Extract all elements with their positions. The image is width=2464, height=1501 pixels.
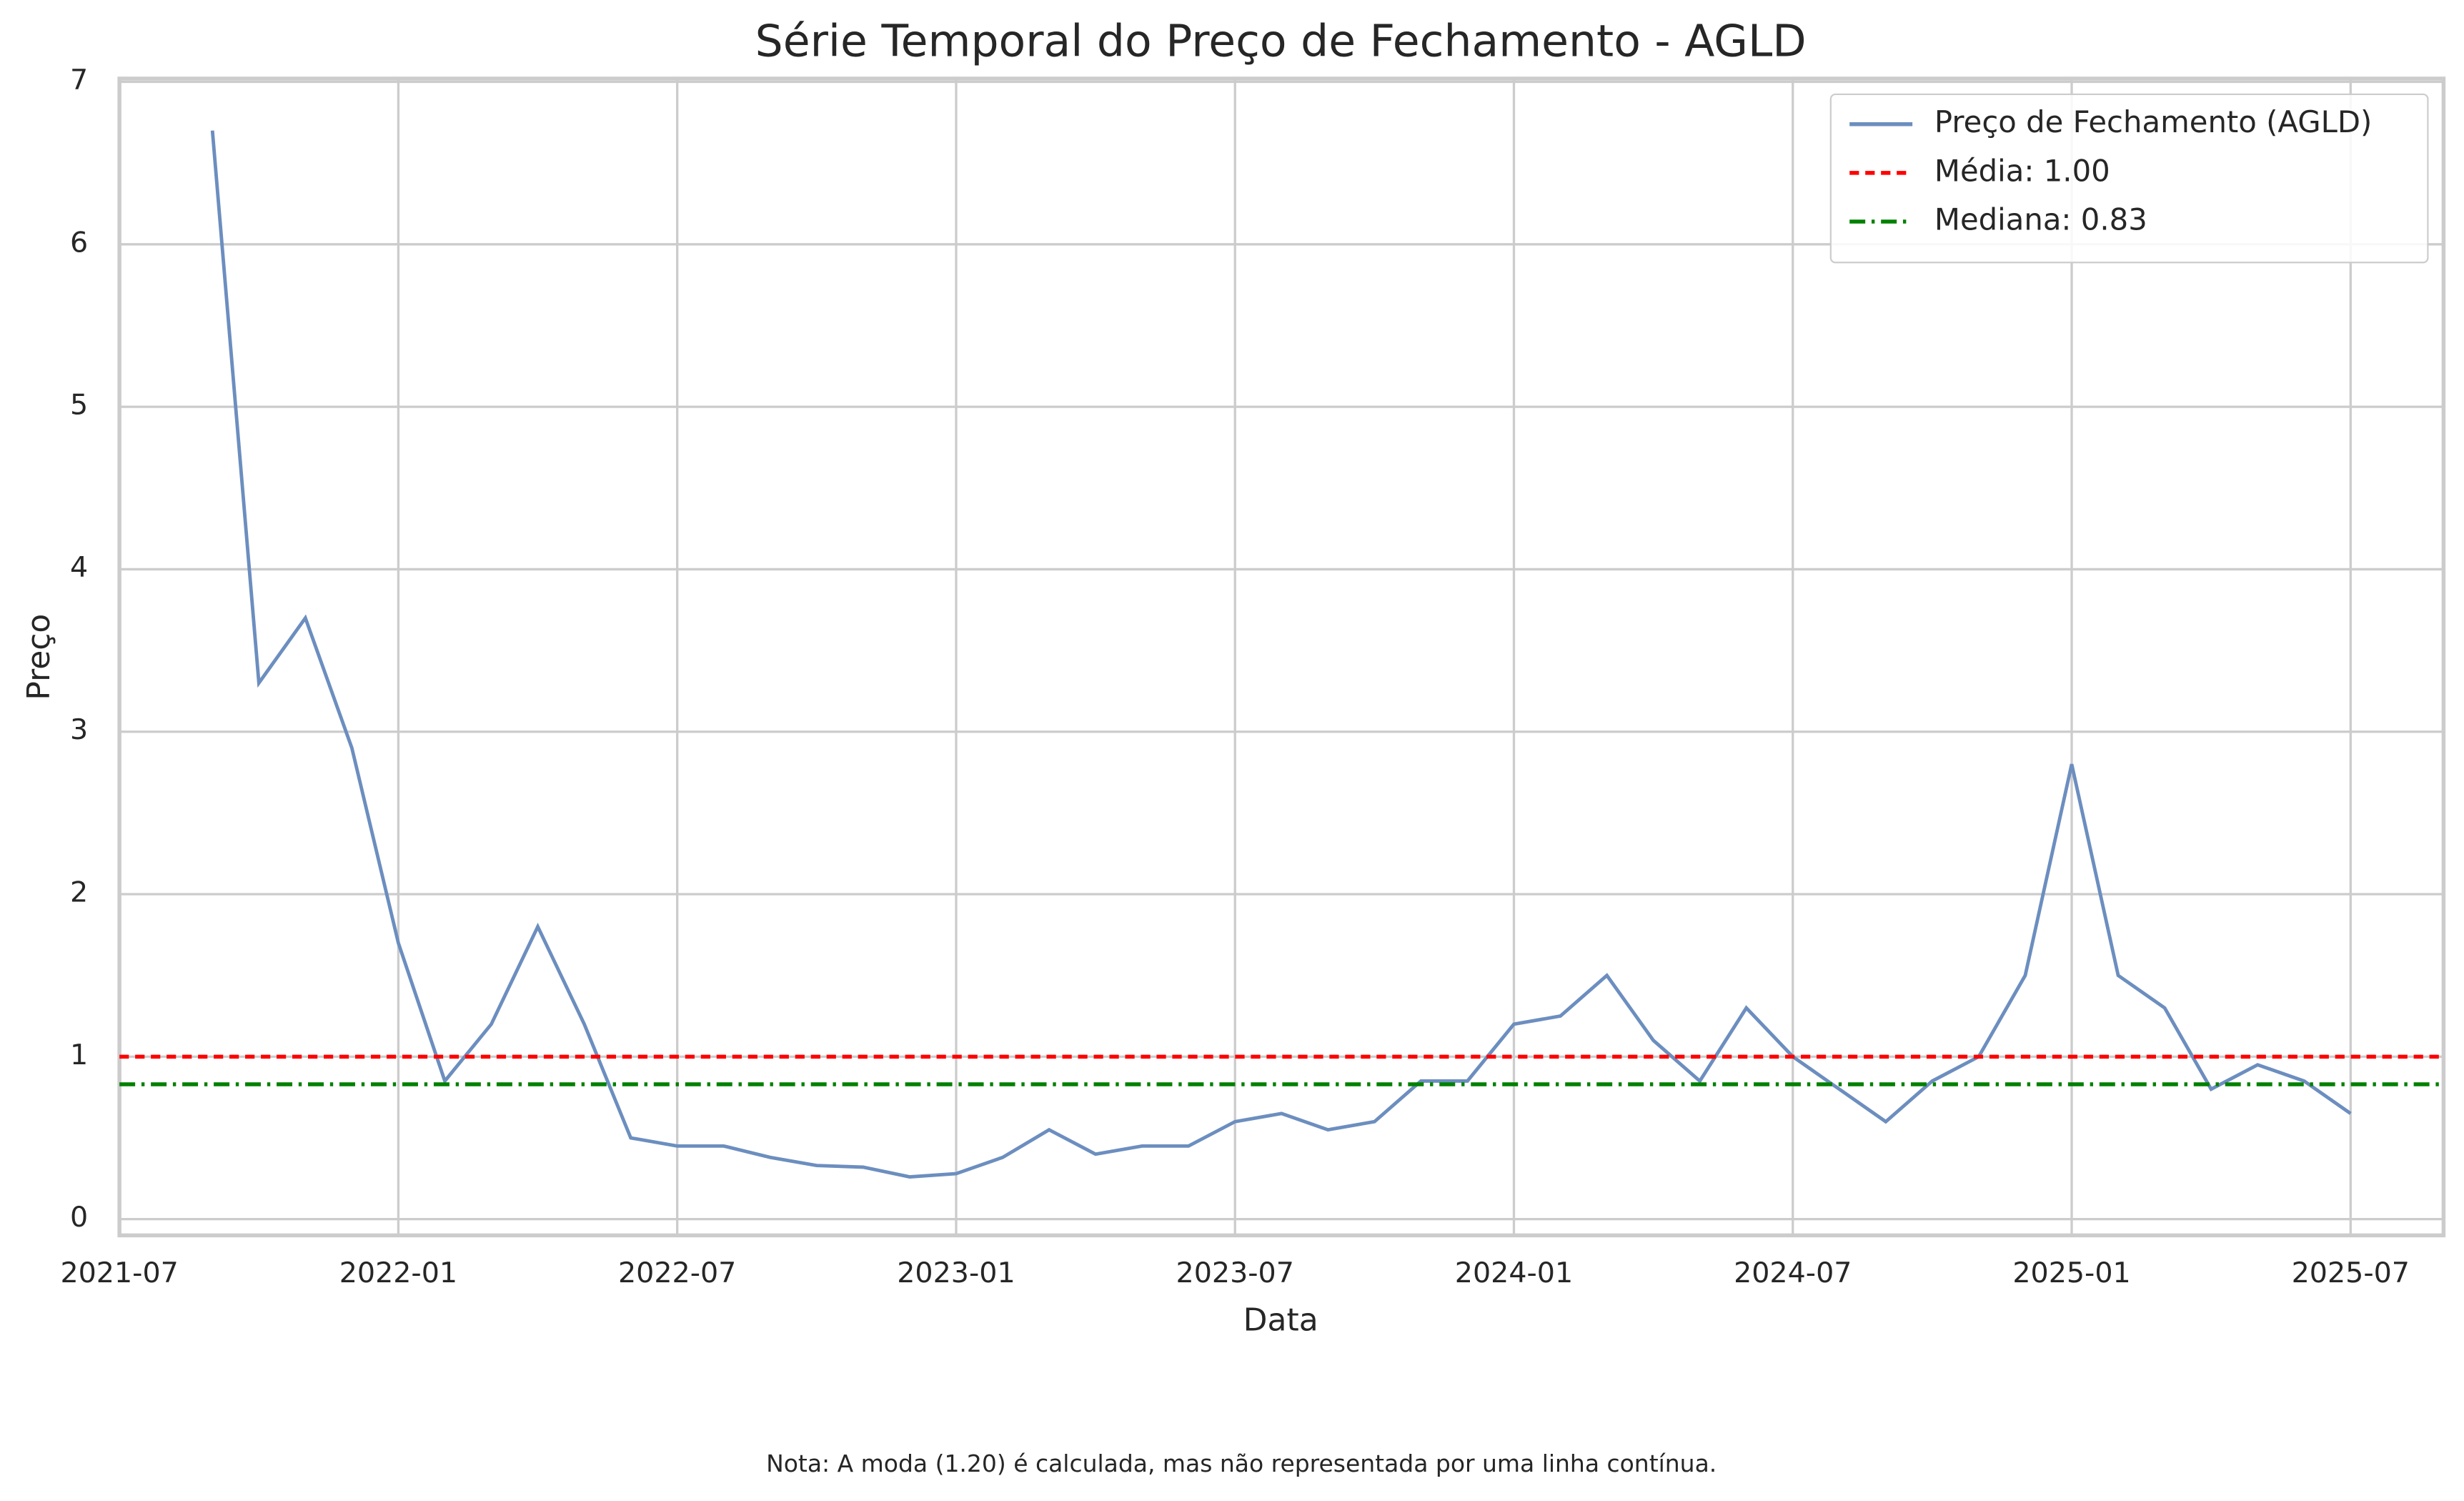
chart-title: Série Temporal do Preço de Fechamento - … (755, 16, 1807, 67)
x-tick-label: 2023-07 (1176, 1257, 1294, 1289)
y-tick-label: 3 (70, 713, 88, 746)
x-tick-label: 2022-07 (618, 1257, 736, 1289)
y-tick-label: 1 (70, 1039, 88, 1071)
x-tick-label: 2023-01 (897, 1257, 1015, 1289)
y-tick-label: 4 (70, 551, 88, 584)
footnote: Nota: A moda (1.20) é calculada, mas não… (766, 1450, 1717, 1477)
plot-frame (117, 76, 2446, 1238)
x-tick-label: 2021-07 (60, 1257, 178, 1289)
y-tick-label: 5 (70, 389, 88, 422)
legend-label: Mediana: 0.83 (1934, 202, 2147, 237)
legend-label: Preço de Fechamento (AGLD) (1934, 104, 2372, 139)
y-tick-label: 6 (70, 226, 88, 259)
x-tick-label: 2025-01 (2012, 1257, 2130, 1289)
data-line (210, 130, 2352, 1179)
y-tick-label: 2 (70, 876, 88, 909)
y-tick-label: 0 (70, 1201, 88, 1234)
x-tick-label: 2022-01 (339, 1257, 457, 1289)
x-tick-label: 2024-07 (1734, 1257, 1852, 1289)
x-tick-label: 2024-01 (1455, 1257, 1573, 1289)
y-tick-label: 7 (70, 64, 88, 96)
legend-box (1829, 93, 2429, 264)
x-tick-label: 2025-07 (2292, 1257, 2410, 1289)
legend-label: Média: 1.00 (1934, 153, 2110, 188)
y-axis-label: Preço (21, 614, 57, 700)
x-axis-label: Data (1243, 1302, 1318, 1338)
